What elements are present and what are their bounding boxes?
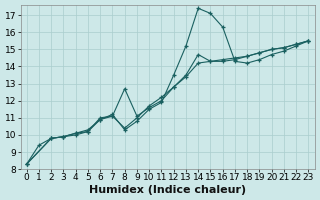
X-axis label: Humidex (Indice chaleur): Humidex (Indice chaleur) [89, 185, 246, 195]
